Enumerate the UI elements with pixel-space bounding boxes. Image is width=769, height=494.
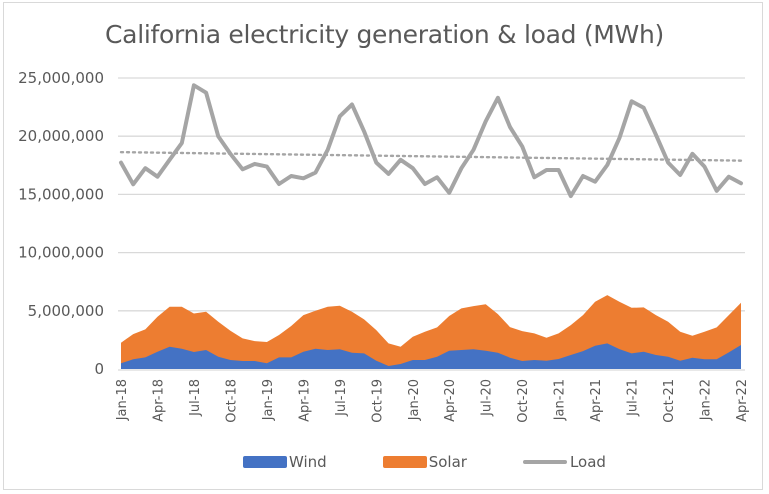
x-tick-label: Oct-19 [370,379,385,423]
legend-item-load: Load [522,453,606,471]
y-tick-label: 15,000,000 [18,185,104,203]
legend-item-wind: Wind [243,453,327,471]
gridlines [118,77,745,312]
legend-swatch-load [522,460,567,464]
wind-area [121,343,741,369]
y-axis-ticks: 0 5,000,000 10,000,000 15,000,000 20,000,000… [18,69,104,378]
legend: Wind Solar Load [243,452,622,472]
legend-label-solar: Solar [428,453,467,471]
x-axis-ticks: Jan-18 Apr-18 Jul-18 Oct-18 Jan-19 Apr-19 Jul-… [115,379,750,423]
y-tick-label: 10,000,000 [18,244,104,262]
x-tick-label: Jan-21 [553,379,568,421]
legend-item-solar: Solar [382,453,467,471]
y-tick-label: 0 [94,360,104,378]
x-tick-label: Apr-19 [297,379,312,422]
chart-frame [3,2,763,490]
x-tick-label: Jul-19 [334,379,349,417]
x-tick-label: Oct-20 [516,379,531,423]
load-line [119,83,743,199]
chart-title: California electricity generation & load… [105,20,664,49]
x-tick-label: Apr-20 [443,379,458,422]
legend-label-load: Load [569,453,606,471]
x-tick-label: Apr-21 [589,379,604,422]
x-tick-label: Jul-18 [188,379,203,417]
x-tick-label: Jul-21 [626,379,641,417]
x-tick-label: Jan-18 [115,379,130,421]
legend-swatch-wind [243,456,287,468]
line-series [119,83,743,199]
y-tick-label: 20,000,000 [18,127,104,145]
legend-label-wind: Wind [289,453,327,471]
y-tick-label: 25,000,000 [18,69,104,87]
x-tick-label: Apr-18 [152,379,167,422]
x-tick-label: Jan-22 [699,379,714,421]
x-tick-label: Jan-19 [261,379,276,421]
x-tick-label: Oct-21 [662,379,677,423]
x-tick-label: Apr-22 [735,379,750,422]
x-tick-label: Jul-20 [480,379,495,417]
x-tick-label: Oct-18 [224,379,239,423]
legend-swatch-solar [382,456,427,468]
x-tick-label: Jan-20 [407,379,422,421]
load-trendline [119,150,743,162]
y-tick-label: 5,000,000 [28,302,104,320]
area-series [121,295,741,369]
